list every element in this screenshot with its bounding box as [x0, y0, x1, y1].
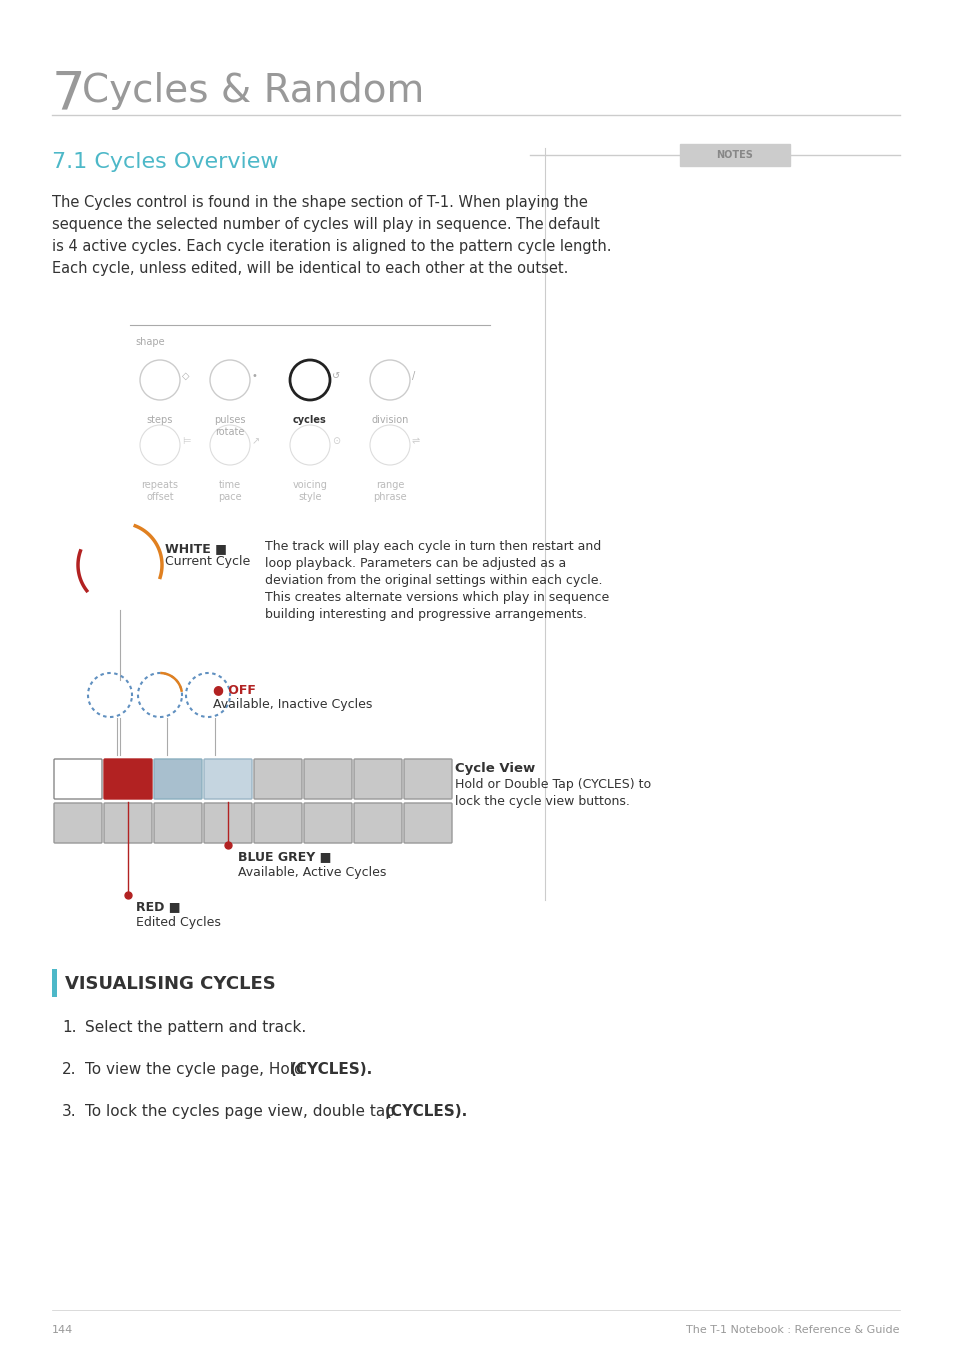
Text: division: division: [371, 414, 408, 425]
Text: Edited Cycles: Edited Cycles: [136, 917, 221, 929]
Text: cycles: cycles: [293, 414, 327, 425]
Text: The T-1 Notebook : Reference & Guide: The T-1 Notebook : Reference & Guide: [686, 1324, 899, 1335]
Text: (CYCLES).: (CYCLES).: [385, 1104, 468, 1119]
Text: Cycle View: Cycle View: [455, 761, 535, 775]
Text: ↗: ↗: [252, 436, 260, 446]
Text: /: /: [412, 371, 415, 381]
FancyBboxPatch shape: [104, 803, 152, 842]
Text: pulses
rotate: pulses rotate: [214, 414, 246, 436]
Text: is 4 active cycles. Each cycle iteration is aligned to the pattern cycle length.: is 4 active cycles. Each cycle iteration…: [52, 239, 611, 254]
FancyBboxPatch shape: [304, 803, 352, 842]
Text: ↺: ↺: [332, 371, 340, 381]
Text: WHITE ■: WHITE ■: [165, 541, 227, 555]
Text: RED ■: RED ■: [136, 900, 180, 913]
Text: shape: shape: [135, 338, 165, 347]
Text: Each cycle, unless edited, will be identical to each other at the outset.: Each cycle, unless edited, will be ident…: [52, 261, 568, 275]
Text: Available, Inactive Cycles: Available, Inactive Cycles: [213, 698, 372, 711]
FancyBboxPatch shape: [153, 759, 202, 799]
Text: Cycles & Random: Cycles & Random: [82, 72, 424, 109]
Text: ⇌: ⇌: [412, 436, 419, 446]
Text: ● OFF: ● OFF: [213, 683, 255, 697]
FancyBboxPatch shape: [403, 759, 452, 799]
Text: The track will play each cycle in turn then restart and: The track will play each cycle in turn t…: [265, 540, 600, 553]
FancyBboxPatch shape: [153, 803, 202, 842]
Text: (CYCLES).: (CYCLES).: [290, 1062, 373, 1077]
Text: 144: 144: [52, 1324, 73, 1335]
FancyBboxPatch shape: [354, 803, 401, 842]
Text: deviation from the original settings within each cycle.: deviation from the original settings wit…: [265, 574, 602, 587]
FancyBboxPatch shape: [204, 759, 252, 799]
Text: 1.: 1.: [62, 1021, 76, 1035]
Text: NOTES: NOTES: [716, 150, 753, 161]
Text: sequence the selected number of cycles will play in sequence. The default: sequence the selected number of cycles w…: [52, 217, 599, 232]
Text: VISUALISING CYCLES: VISUALISING CYCLES: [65, 975, 275, 994]
FancyBboxPatch shape: [403, 803, 452, 842]
FancyBboxPatch shape: [204, 803, 252, 842]
Text: 2.: 2.: [62, 1062, 76, 1077]
Text: lock the cycle view buttons.: lock the cycle view buttons.: [455, 795, 629, 809]
FancyBboxPatch shape: [104, 759, 152, 799]
Text: 7: 7: [52, 68, 86, 120]
FancyBboxPatch shape: [679, 144, 789, 166]
Text: ⊨: ⊨: [182, 436, 191, 446]
FancyBboxPatch shape: [54, 803, 102, 842]
Text: building interesting and progressive arrangements.: building interesting and progressive arr…: [265, 608, 586, 621]
Text: 3.: 3.: [62, 1104, 76, 1119]
Text: The Cycles control is found in the shape section of T-1. When playing the: The Cycles control is found in the shape…: [52, 194, 587, 211]
Text: steps: steps: [147, 414, 173, 425]
Text: loop playback. Parameters can be adjusted as a: loop playback. Parameters can be adjuste…: [265, 558, 566, 570]
FancyBboxPatch shape: [253, 803, 302, 842]
Text: Current Cycle: Current Cycle: [165, 555, 250, 568]
Text: time
pace: time pace: [218, 481, 241, 502]
FancyBboxPatch shape: [52, 969, 57, 998]
Text: To lock the cycles page view, double tap: To lock the cycles page view, double tap: [85, 1104, 399, 1119]
FancyBboxPatch shape: [54, 759, 102, 799]
FancyBboxPatch shape: [304, 759, 352, 799]
Text: Select the pattern and track.: Select the pattern and track.: [85, 1021, 306, 1035]
FancyBboxPatch shape: [354, 759, 401, 799]
Text: •: •: [252, 371, 257, 381]
Text: repeats
offset: repeats offset: [141, 481, 178, 502]
Text: This creates alternate versions which play in sequence: This creates alternate versions which pl…: [265, 591, 609, 603]
Text: To view the cycle page, Hold: To view the cycle page, Hold: [85, 1062, 309, 1077]
FancyBboxPatch shape: [253, 759, 302, 799]
Text: Available, Active Cycles: Available, Active Cycles: [237, 865, 386, 879]
Text: ◇: ◇: [182, 371, 190, 381]
Text: 7.1 Cycles Overview: 7.1 Cycles Overview: [52, 153, 278, 171]
Text: Hold or Double Tap (CYCLES) to: Hold or Double Tap (CYCLES) to: [455, 778, 651, 791]
Text: voicing
style: voicing style: [293, 481, 327, 502]
Text: BLUE GREY ■: BLUE GREY ■: [237, 850, 331, 863]
Text: ⊙: ⊙: [332, 436, 340, 446]
Text: range
phrase: range phrase: [373, 481, 406, 502]
